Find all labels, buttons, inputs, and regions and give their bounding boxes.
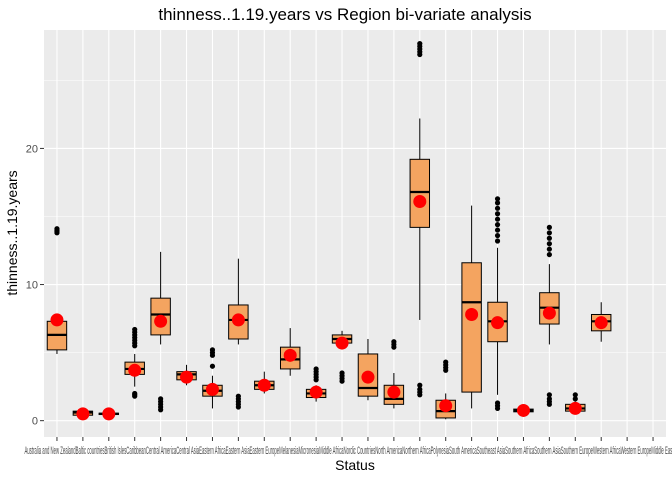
outlier-point	[54, 226, 60, 232]
outlier-point	[494, 232, 501, 239]
outlier-point	[546, 396, 552, 402]
mean-point	[491, 316, 505, 330]
box-14	[383, 339, 405, 409]
mean-point	[180, 370, 194, 384]
y-tick-label: 10	[26, 280, 38, 292]
box-13	[357, 338, 379, 401]
box-6	[176, 364, 197, 386]
mean-point	[205, 382, 219, 396]
box-9	[254, 371, 275, 394]
box-7	[202, 347, 223, 409]
outlier-point	[494, 211, 501, 217]
outlier-point	[494, 216, 501, 222]
outlier-point	[572, 396, 578, 402]
mean-point	[387, 385, 401, 399]
outlier-point	[417, 382, 423, 388]
outlier-point	[546, 241, 552, 247]
mean-point	[361, 370, 375, 384]
outlier-point	[546, 251, 552, 258]
mean-point	[465, 307, 479, 321]
mean-point	[283, 348, 297, 362]
mean-point	[231, 313, 245, 327]
box-3	[98, 407, 120, 421]
x-axis: Australia and New ZealandBaltic countrie…	[25, 437, 672, 457]
y-tick-label: 0	[32, 416, 38, 428]
outlier-point	[209, 363, 216, 369]
outlier-point	[391, 339, 397, 345]
outlier-point	[417, 386, 423, 392]
mean-point	[439, 399, 453, 413]
mean-point	[568, 401, 582, 415]
plot-panel	[44, 30, 666, 437]
mean-point	[413, 195, 427, 209]
mean-point	[335, 336, 349, 350]
outlier-point	[158, 396, 164, 402]
y-tick-label: 20	[26, 143, 38, 155]
box-4	[124, 326, 145, 399]
outlier-point	[546, 392, 552, 398]
x-tick-labels: Australia and New ZealandBaltic countrie…	[25, 445, 672, 457]
outlier-point	[339, 370, 345, 376]
y-axis: 0 10 20	[26, 143, 44, 428]
box-2	[72, 407, 94, 421]
mean-point	[50, 313, 64, 327]
box-11	[305, 366, 327, 402]
outlier-point	[417, 41, 423, 47]
y-axis-title: thinness..1.19.years	[4, 170, 20, 295]
outlier-point	[494, 200, 501, 206]
outlier-point	[132, 390, 138, 397]
outlier-point	[546, 224, 552, 230]
box-21	[565, 392, 586, 415]
x-axis-title: Status	[335, 457, 375, 473]
outlier-point	[235, 393, 241, 399]
outlier-point	[546, 230, 552, 236]
outlier-point	[494, 205, 501, 211]
box-22	[590, 302, 612, 342]
outlier-point	[494, 400, 501, 406]
outlier-point	[546, 235, 552, 241]
outlier-point	[494, 196, 501, 202]
mean-point	[154, 314, 168, 328]
box-18	[487, 196, 508, 412]
mean-point	[309, 385, 323, 399]
mean-point	[516, 403, 530, 417]
mean-point	[257, 378, 271, 392]
box-10	[279, 328, 301, 376]
mean-point	[542, 306, 556, 320]
mean-point	[594, 316, 608, 330]
mean-point	[76, 407, 90, 421]
box-5	[150, 251, 171, 413]
mean-point	[128, 363, 142, 377]
box-15	[409, 41, 431, 398]
box-19	[513, 403, 534, 417]
outlier-point	[494, 222, 501, 228]
outlier-point	[494, 238, 501, 244]
outlier-point	[443, 359, 449, 365]
chart-title: thinness..1.19.years vs Region bi-variat…	[158, 5, 531, 24]
outlier-point	[132, 326, 138, 333]
box-16	[435, 359, 456, 420]
box-17	[461, 205, 482, 409]
box-20	[539, 224, 560, 407]
boxplot-series	[46, 41, 612, 421]
mean-point	[102, 407, 116, 421]
outlier-point	[572, 392, 578, 398]
box-8	[228, 258, 249, 410]
box-12	[331, 330, 353, 384]
outlier-point	[209, 347, 216, 353]
outlier-point	[313, 366, 319, 372]
box-body	[461, 262, 482, 393]
outlier-point	[546, 246, 552, 252]
outlier-point	[494, 227, 501, 233]
box-1	[46, 226, 68, 354]
grid-lines	[44, 30, 666, 437]
box-body	[409, 158, 431, 228]
